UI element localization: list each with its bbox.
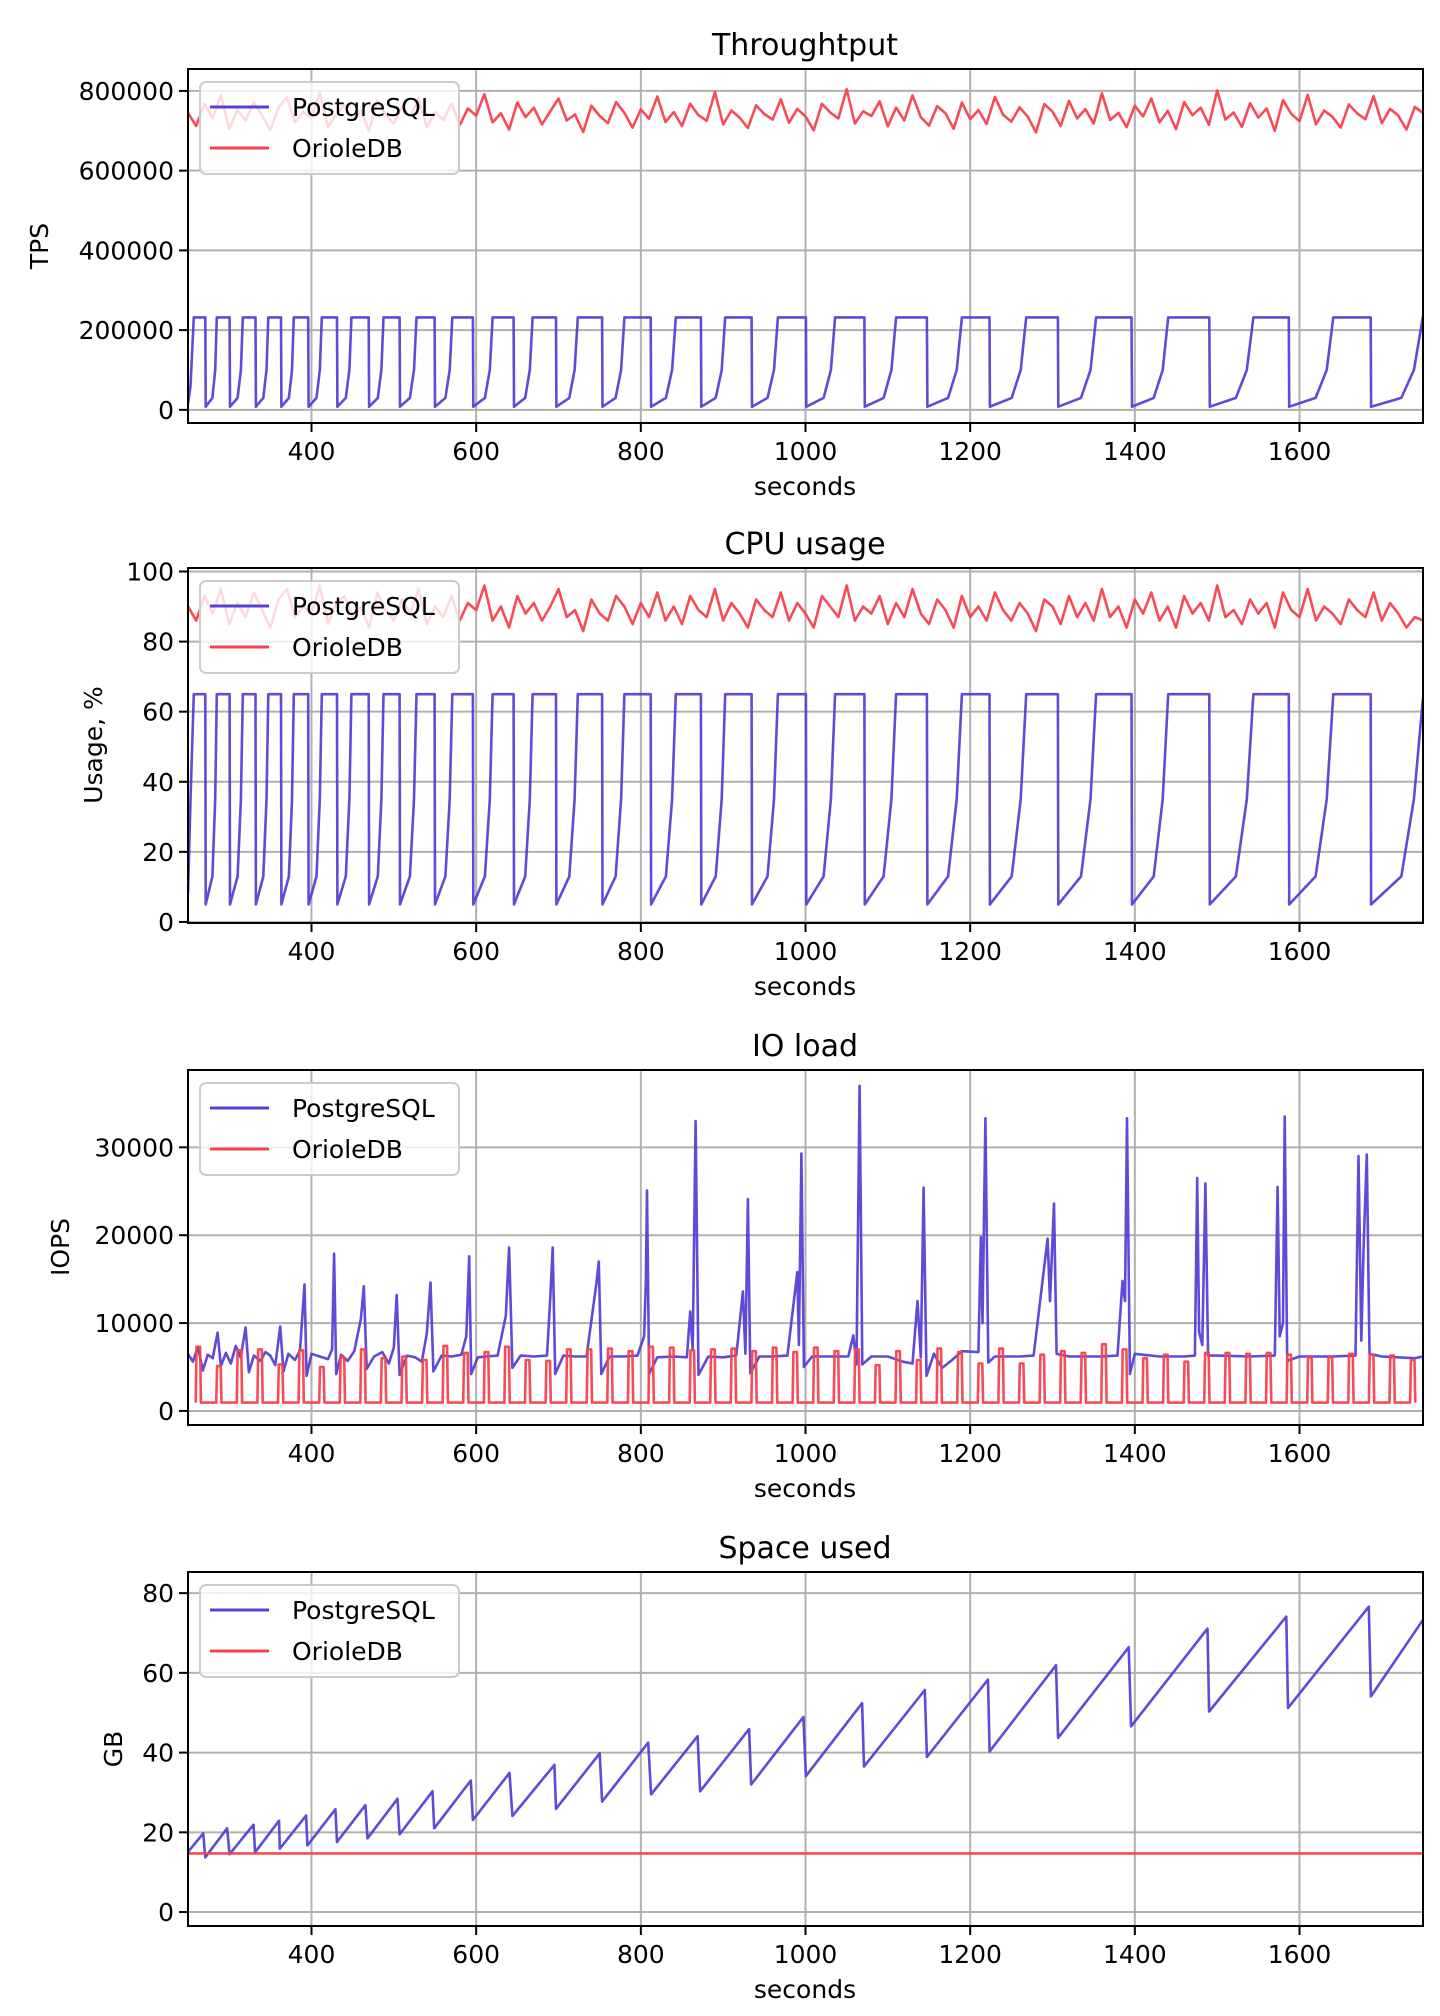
x-tick-label: 600 [452,937,500,966]
x-tick-label: 800 [617,437,665,466]
series-line-postgresql [188,1605,1423,1859]
legend-label-postgresql: PostgreSQL [292,93,435,122]
x-tick-label: 1400 [1103,937,1167,966]
y-tick-label: 80 [142,628,174,657]
chart-title: Space used [718,1531,891,1566]
x-tick-label: 1200 [938,1439,1002,1468]
x-tick-label: 1000 [774,1439,838,1468]
x-tick-label: 1600 [1268,437,1332,466]
legend: PostgreSQL OrioleDB [199,580,460,674]
y-axis-label: Usage, % [79,686,108,804]
legend-label-postgresql: PostgreSQL [292,1596,435,1625]
space-used-chart: Space used seconds GB 400 600 800 1000 1200 1… [99,1531,1424,2004]
x-tick-label: 1400 [1103,1439,1167,1468]
chart-title: IO load [752,1029,858,1064]
x-tick-label: 1200 [938,437,1002,466]
x-tick-label: 400 [288,937,336,966]
legend-label-orioledb: OrioleDB [292,134,403,163]
x-tick-label: 600 [452,1940,500,1969]
series-line-orioledb [194,1342,1417,1404]
x-tick-label: 1600 [1268,1439,1332,1468]
legend-frame [199,1584,460,1678]
x-tick-label: 1400 [1103,1940,1167,1969]
x-tick-label: 600 [452,437,500,466]
y-axis-label: TPS [25,223,54,270]
legend-label-postgresql: PostgreSQL [292,1094,435,1123]
y-tick-label: 20 [142,838,174,867]
legend-label-orioledb: OrioleDB [292,1135,403,1164]
legend: PostgreSQL OrioleDB [199,1082,460,1176]
x-tick-label: 1200 [938,937,1002,966]
y-tick-label: 30000 [94,1133,174,1162]
y-tick-label: 10000 [94,1309,174,1338]
y-tick-label: 20 [142,1818,174,1847]
x-tick-label: 1000 [774,937,838,966]
x-tick-label: 600 [452,1439,500,1468]
x-axis-label: seconds [754,1975,856,2004]
series-layer [188,1084,1423,1404]
legend-frame [199,1082,460,1176]
series-line-postgresql [188,315,1423,408]
y-tick-label: 0 [158,908,174,937]
y-tick-label: 100 [126,558,174,587]
legend-label-orioledb: OrioleDB [292,633,403,662]
legend-frame [199,81,460,175]
y-tick-label: 60 [142,698,174,727]
x-tick-label: 800 [617,1439,665,1468]
x-tick-label: 800 [617,1940,665,1969]
x-tick-label: 1200 [938,1940,1002,1969]
y-tick-label: 0 [158,1898,174,1927]
y-tick-label: 40 [142,1739,174,1768]
x-tick-label: 1000 [774,437,838,466]
x-axis-label: seconds [754,1474,856,1503]
x-tick-label: 1400 [1103,437,1167,466]
series-line-postgresql [188,692,1423,906]
x-tick-label: 1000 [774,1940,838,1969]
series-layer [188,1605,1423,1859]
cpu-usage-chart: CPU usage seconds Usage, % 400 600 800 1000… [79,527,1424,1001]
x-tick-label: 400 [288,1439,336,1468]
x-tick-label: 400 [288,437,336,466]
chart-title: CPU usage [724,527,885,562]
y-tick-label: 20000 [94,1221,174,1250]
x-tick-label: 1600 [1268,937,1332,966]
throughput-chart: Throughtput seconds TPS 400 600 800 1000 120… [25,28,1424,501]
x-tick-label: 400 [288,1940,336,1969]
io-load-chart: IO load seconds IOPS 400 600 800 1000 1200 14… [46,1029,1424,1503]
legend-label-orioledb: OrioleDB [292,1637,403,1666]
chart-title: Throughtput [711,28,898,63]
x-axis-label: seconds [754,472,856,501]
y-tick-label: 800000 [79,77,174,106]
y-tick-label: 60 [142,1659,174,1688]
x-axis-label: seconds [754,972,856,1001]
x-tick-label: 800 [617,937,665,966]
y-axis-label: IOPS [46,1218,75,1276]
legend-label-postgresql: PostgreSQL [292,592,435,621]
y-tick-label: 200000 [79,316,174,345]
series-line-postgresql [188,1084,1423,1378]
x-tick-label: 1600 [1268,1940,1332,1969]
legend: PostgreSQL OrioleDB [199,81,460,175]
y-tick-label: 0 [158,1397,174,1426]
y-tick-label: 80 [142,1579,174,1608]
y-tick-label: 40 [142,768,174,797]
y-tick-label: 600000 [79,157,174,186]
y-tick-label: 400000 [79,236,174,265]
y-tick-label: 0 [158,396,174,425]
y-axis-label: GB [99,1731,128,1768]
legend: PostgreSQL OrioleDB [199,1584,460,1678]
legend-frame [199,580,460,674]
